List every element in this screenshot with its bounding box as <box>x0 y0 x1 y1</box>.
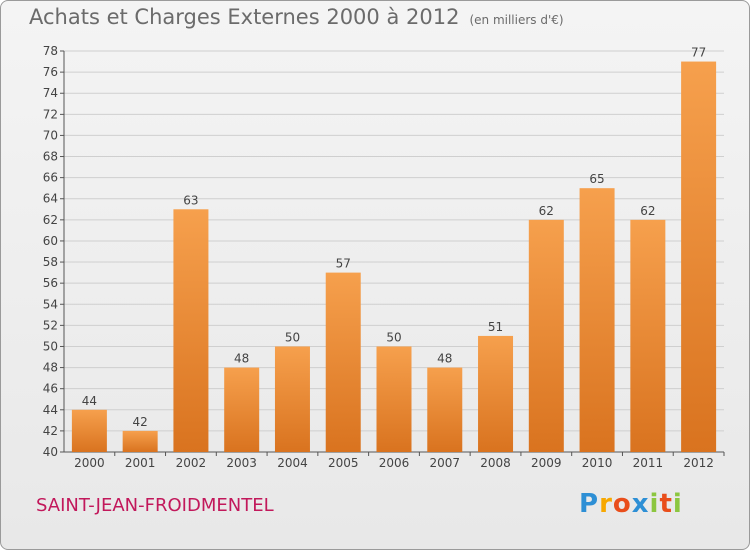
x-tick-label: 2009 <box>531 456 562 470</box>
bar <box>478 335 514 452</box>
x-tick-label: 2010 <box>582 456 613 470</box>
y-tick-label: 70 <box>43 128 58 142</box>
y-tick-label: 74 <box>43 86 58 100</box>
y-tick-label: 62 <box>43 213 58 227</box>
bar-value-label: 62 <box>539 204 554 218</box>
x-tick-label: 2005 <box>328 456 359 470</box>
bar <box>376 346 412 452</box>
title-text: Achats et Charges Externes 2000 à 2012 <box>29 5 460 29</box>
bar-chart: 40 42 44 46 48 50 52 54 56 58 60 62 64 66 68 70 72 74 76 78… <box>43 44 725 470</box>
chart-title: Achats et Charges Externes 2000 à 2012 (e… <box>29 5 564 29</box>
y-tick-label: 40 <box>43 445 58 459</box>
bar <box>71 409 107 452</box>
y-tick-label: 42 <box>43 424 58 438</box>
bar <box>325 272 361 452</box>
bar-value-label: 51 <box>488 320 503 334</box>
logo-letter: i <box>649 489 660 519</box>
x-tick-label: 2012 <box>683 456 714 470</box>
y-tick-label: 64 <box>43 192 58 206</box>
x-tick-label: 2004 <box>277 456 308 470</box>
bar-value-label: 63 <box>183 193 198 207</box>
bar-value-label: 48 <box>234 352 249 366</box>
logo-letter: x <box>631 489 650 519</box>
x-tick-label: 2002 <box>176 456 207 470</box>
bar <box>681 61 717 452</box>
y-tick-label: 76 <box>43 65 58 79</box>
x-tick-label: 2011 <box>633 456 664 470</box>
bar-value-label: 50 <box>285 330 300 344</box>
x-tick-label: 2008 <box>480 456 511 470</box>
y-tick-label: 50 <box>43 339 58 353</box>
bar-value-label: 77 <box>691 46 706 60</box>
labels: 44 2000 42 2001 63 2002 48 2003 50 2004 57 2005 50 20… <box>74 46 714 470</box>
chart-subtitle: (en milliers d'€) <box>469 13 564 27</box>
logo-letter: i <box>672 489 683 519</box>
logo-letter: o <box>612 489 632 519</box>
x-tick-label: 2006 <box>379 456 410 470</box>
y-tick-label: 44 <box>43 403 58 417</box>
y-tick-label: 68 <box>43 150 58 164</box>
bar-value-label: 42 <box>133 415 148 429</box>
y-tick-label: 52 <box>43 318 58 332</box>
bar <box>274 346 310 452</box>
bar-value-label: 62 <box>640 204 655 218</box>
x-tick-label: 2000 <box>74 456 105 470</box>
y-tick-label: 54 <box>43 297 58 311</box>
y-tick-label: 66 <box>43 171 58 185</box>
x-tick-label: 2003 <box>226 456 257 470</box>
bars <box>71 61 717 452</box>
bar-value-label: 44 <box>82 394 97 408</box>
bar <box>173 209 209 452</box>
bar <box>528 219 564 452</box>
bar <box>122 430 158 452</box>
bar-value-label: 57 <box>336 257 351 271</box>
x-tick-label: 2007 <box>429 456 460 470</box>
y-tick-label: 48 <box>43 361 58 375</box>
bar <box>630 219 666 452</box>
bar <box>427 367 463 452</box>
proxiti-logo[interactable]: Proxiti <box>579 489 683 519</box>
bar-value-label: 65 <box>589 172 604 186</box>
y-tick-label: 78 <box>43 44 58 58</box>
y-tick-label: 72 <box>43 107 58 121</box>
y-tick-label: 58 <box>43 255 58 269</box>
bar-value-label: 48 <box>437 352 452 366</box>
y-tick-label: 46 <box>43 382 58 396</box>
x-tick-label: 2001 <box>125 456 156 470</box>
logo-letter: t <box>659 489 673 519</box>
commune-name: SAINT-JEAN-FROIDMENTEL <box>36 495 274 516</box>
y-tick-label: 60 <box>43 234 58 248</box>
bar-value-label: 50 <box>386 330 401 344</box>
bar <box>579 188 615 452</box>
bar <box>224 367 260 452</box>
logo-letter: r <box>599 489 613 519</box>
logo-letter: P <box>579 489 600 519</box>
y-tick-label: 56 <box>43 276 58 290</box>
